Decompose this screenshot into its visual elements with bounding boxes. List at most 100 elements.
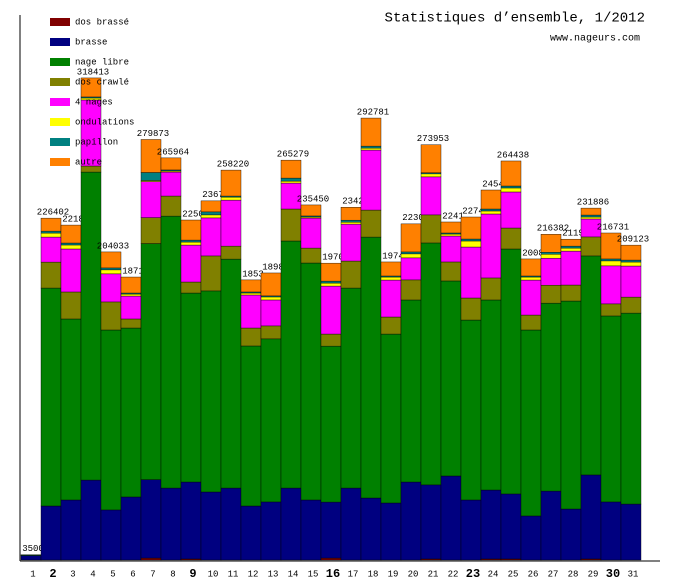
x-tick-label: 4 (90, 569, 95, 579)
total-label: 258220 (217, 159, 249, 169)
bar-segment (120, 295, 142, 320)
x-tick-label: 2 (49, 567, 56, 580)
bar-segment (400, 251, 422, 255)
total-label: 3500 (22, 544, 44, 554)
bar-segment (420, 173, 442, 178)
bar-segment (320, 501, 342, 559)
bar-segment (160, 171, 182, 197)
bar-segment (60, 224, 82, 244)
bar-segment (280, 208, 302, 242)
bar-segment (300, 499, 322, 561)
bar-segment (180, 281, 202, 294)
bar-segment (560, 508, 582, 561)
total-label: 292781 (357, 107, 389, 117)
bar-segment (460, 297, 482, 321)
bar-segment (320, 262, 342, 282)
bar-segment (40, 230, 62, 234)
bar-segment (600, 303, 622, 317)
bar-segment (220, 169, 242, 197)
bar-segment (20, 554, 42, 556)
bar-segment (240, 294, 262, 329)
total-label: 2342 (342, 197, 364, 207)
total-label: 318413 (77, 67, 109, 77)
bar-segment (580, 236, 602, 257)
bar-segment (200, 290, 222, 493)
chart-subtitle: www.nageurs.com (550, 34, 640, 45)
bar-segment (280, 487, 302, 561)
bar-segment (380, 316, 402, 335)
bar-segment (520, 314, 542, 331)
total-label: 1871 (122, 266, 144, 276)
total-label: 209123 (617, 235, 649, 245)
bar-segment (200, 211, 222, 216)
bar-segment (240, 292, 262, 296)
bar-segment (600, 260, 622, 267)
bar-segment (560, 250, 582, 286)
total-label: 1898 (262, 262, 284, 272)
bar-segment (40, 217, 62, 232)
x-tick-label: 16 (326, 567, 340, 580)
bar-segment (400, 279, 422, 301)
bar-segment (180, 241, 202, 246)
bar-segment (200, 217, 222, 257)
bar-segment (140, 217, 162, 244)
bar-segment (340, 487, 362, 561)
bar-segment (160, 157, 182, 171)
bar-segment (280, 180, 302, 184)
bar-segment (420, 484, 442, 560)
bar-segment (40, 261, 62, 289)
bar-segment (620, 296, 642, 314)
bar-segment (40, 232, 62, 238)
bar-segment (220, 245, 242, 260)
x-tick-label: 13 (268, 569, 279, 579)
total-label: 1974 (382, 251, 404, 261)
bar-segment (360, 149, 382, 211)
bar-segment (440, 261, 462, 282)
x-tick-label: 27 (548, 569, 559, 579)
bar-segment (220, 258, 242, 489)
total-label: 2008 (522, 248, 544, 258)
bar-segment (120, 318, 142, 329)
bar-segment (180, 481, 202, 560)
bar-segment (60, 499, 82, 561)
x-tick-label: 23 (466, 567, 480, 580)
x-tick-label: 17 (348, 569, 359, 579)
bar-segment (420, 242, 442, 486)
x-tick-label: 15 (308, 569, 319, 579)
bar-segment (440, 221, 462, 234)
chart-title: Statistiques d’ensemble, 1/2012 (385, 11, 645, 27)
bar-segment (400, 253, 422, 259)
bar-segment (560, 300, 582, 510)
legend-label: brasse (75, 37, 107, 47)
bar-segment (120, 496, 142, 561)
x-tick-label: 7 (150, 569, 155, 579)
bar-segment (140, 243, 162, 480)
bar-segment (460, 216, 482, 240)
bar-segment (260, 296, 282, 301)
x-tick-label: 31 (628, 569, 639, 579)
bar-segment (380, 261, 402, 277)
total-label: 264438 (497, 150, 529, 160)
total-label: 1853 (242, 269, 264, 279)
total-label: 216731 (597, 222, 629, 232)
bar-segment (620, 244, 642, 261)
total-label: 1970 (322, 253, 344, 263)
x-tick-label: 8 (170, 569, 175, 579)
bar-segment (440, 280, 462, 477)
bar-segment (620, 312, 642, 505)
bar-segment (460, 499, 482, 561)
total-label: 231886 (577, 197, 609, 207)
bar-segment (240, 279, 262, 293)
bar-segment (100, 267, 122, 271)
bar-segment (620, 261, 642, 267)
bar-segment (260, 325, 282, 340)
total-label: 2230 (402, 213, 424, 223)
bar-segment (560, 284, 582, 302)
bar-segment (500, 160, 522, 187)
x-tick-label: 3 (70, 569, 75, 579)
bar-segment (340, 287, 362, 489)
bar-segment (520, 276, 542, 281)
x-tick-label: 10 (208, 569, 219, 579)
bar-segment (500, 248, 522, 495)
bar-segment (500, 185, 522, 189)
